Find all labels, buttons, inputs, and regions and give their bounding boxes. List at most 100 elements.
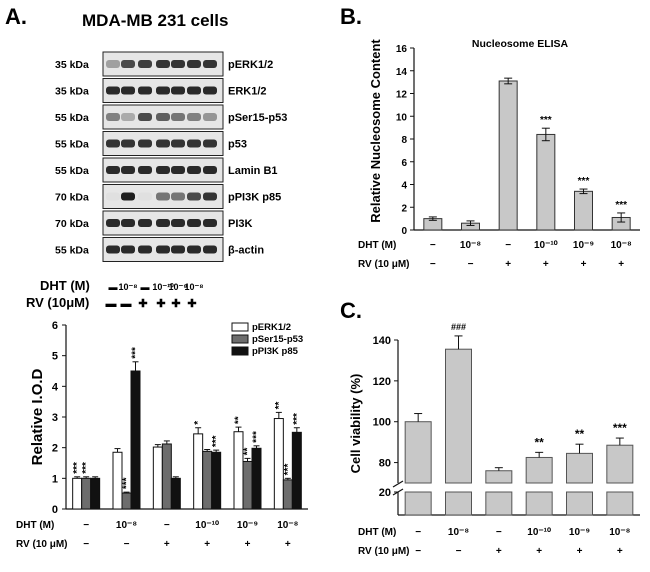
nucleosome-bar [498,80,518,231]
blot-band [106,219,120,227]
treatment-row-value: − [430,259,436,270]
blot-band [121,245,135,254]
y-tick-label: 4 [401,181,407,192]
treatment-row-value: + [204,539,210,550]
iod-bar [193,433,204,510]
blot-kda-label: 70 kDa [55,218,89,230]
blot-band [121,192,135,201]
blot-band [138,86,152,95]
treatment-row-value: + [617,546,623,557]
y-tick-label: 100 [373,417,391,429]
treatment-row-label: RV (10 μM) [16,539,68,550]
viability-bar [525,456,553,484]
treatment-row-value: − [124,539,130,550]
treatment-row-label: RV (10 μM) [358,546,410,557]
blot-dht-value: 10⁻⁸ [118,282,137,292]
y-tick-label: 14 [396,67,408,78]
blot-rv-value: ▬ [106,298,117,310]
blot-band [121,60,135,68]
treatment-row-value: 10⁻⁹ [569,527,590,538]
legend-swatch [231,322,249,332]
viability-bar-base [566,491,593,516]
blot-protein-label: pSer15-p53 [228,112,287,124]
iod-bar [121,492,132,510]
blot-band [203,139,217,148]
legend-label: pPI3K p85 [252,346,299,357]
significance-mark: *** [211,435,222,447]
treatment-row-value: 10⁻⁸ [460,240,481,251]
y-tick-label: 4 [52,381,59,393]
viability-bar [485,470,513,484]
significance-mark: ** [575,427,585,441]
blot-rv-value: ✚ [171,298,180,310]
y-tick-label: 6 [401,158,407,169]
nucleosome-bar [536,133,556,231]
y-tick-label: 3 [52,412,58,424]
significance-mark: *** [540,115,552,126]
blot-band [203,219,217,227]
iod-bar [81,477,92,510]
significance-mark: ** [234,416,245,424]
blot-band [138,113,152,121]
blot-band [171,192,185,201]
blot-kda-label: 35 kDa [55,86,89,98]
significance-mark: *** [292,413,303,425]
panel-c-letter: C. [340,298,362,323]
blot-band [106,113,120,121]
viability-bar [606,444,634,484]
blot-band [138,245,152,254]
treatment-row-value: − [456,546,462,557]
viability-bar-base [525,491,553,516]
iod-bar [152,446,163,510]
y-tick-label: 20 [379,487,391,499]
blot-band [121,219,135,227]
blot-kda-label: 35 kDa [55,59,89,71]
blot-band [187,60,201,68]
treatment-row-value: 10⁻¹⁰ [534,240,558,251]
y-tick-label: 0 [52,504,58,516]
blot-band [121,166,135,174]
nucleosome-bar [574,190,593,231]
y-tick-label: 2 [52,443,58,455]
iod-bar [202,450,213,510]
iod-bar [161,443,172,510]
blot-dht-value: ▬ [109,282,118,292]
legend-swatch [231,346,249,356]
significance-mark: *** [81,462,92,474]
chart-title: Nucleosome ELISA [472,38,569,50]
blot-band [203,86,217,95]
blot-protein-label: pERK1/2 [228,59,273,71]
treatment-row-value: 10⁻⁸ [609,527,630,538]
blot-band [106,60,120,68]
blot-kda-label: 55 kDa [55,139,89,151]
y-tick-label: 12 [396,90,408,101]
blot-band [156,113,170,121]
y-tick-label: 80 [379,458,391,470]
significance-mark: *** [615,200,627,211]
treatment-row-value: + [245,539,251,550]
blot-band [106,245,120,254]
treatment-row-value: 10⁻¹⁰ [195,520,219,531]
blot-band [187,86,201,95]
significance-mark: *** [72,462,83,474]
significance-mark: ** [274,402,285,410]
blot-dht-value: ▬ [141,282,150,292]
blot-band [203,113,217,121]
blot-band [138,166,152,174]
significance-mark: *** [122,477,133,489]
blot-band [156,245,170,254]
significance-mark: ** [243,448,254,456]
treatment-row-value: + [505,259,511,270]
blot-band [138,219,152,227]
blot-band [156,139,170,148]
axis-break-mark [392,480,404,488]
viability-bar-base [606,491,634,516]
treatment-row-value: − [83,539,89,550]
treatment-row-value: − [415,527,421,538]
viability-bar-base [445,491,472,516]
blot-rv-label: RV (10μM) [26,295,89,310]
blot-band [187,166,201,174]
blot-rv-value: ✚ [156,298,165,310]
blot-band [171,166,185,174]
